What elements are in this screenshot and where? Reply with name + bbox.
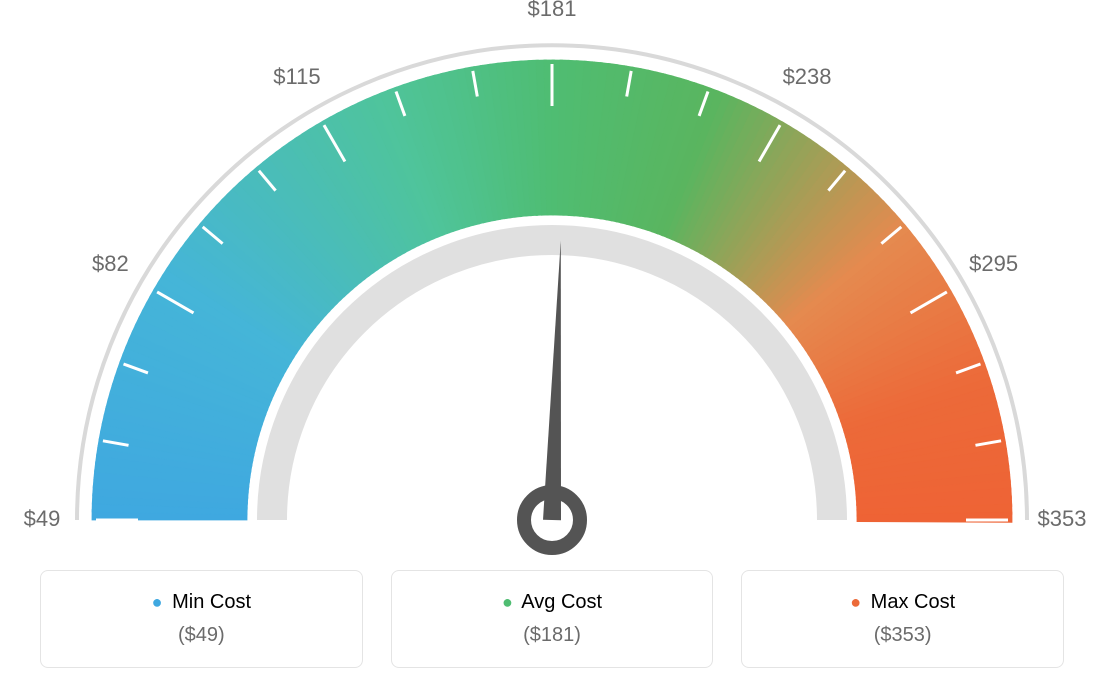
tick-label: $181 [528,0,577,21]
legend-label-avg: Avg Cost [521,591,602,613]
legend-dot-avg: ● [502,592,513,612]
legend-title-avg: ● Avg Cost [408,591,697,614]
gauge-chart: $49 $82 $115 $181 $238 $295 $353 [0,0,1104,560]
legend-value-avg: ($181) [408,624,697,647]
legend-card-avg: ● Avg Cost ($181) [391,570,714,668]
legend-value-max: ($353) [758,624,1047,647]
legend-dot-max: ● [850,592,861,612]
tick-label: $82 [92,251,129,276]
legend-card-max: ● Max Cost ($353) [741,570,1064,668]
legend-card-min: ● Min Cost ($49) [40,570,363,668]
legend-title-max: ● Max Cost [758,591,1047,614]
tick-label: $115 [273,64,320,89]
gauge-needle [543,240,561,520]
tick-label: $49 [24,506,61,531]
legend-row: ● Min Cost ($49) ● Avg Cost ($181) ● Max… [0,570,1104,668]
legend-title-min: ● Min Cost [57,591,346,614]
tick-label: $353 [1038,506,1087,531]
legend-dot-min: ● [152,592,163,612]
tick-label: $238 [783,64,832,89]
legend-label-max: Max Cost [871,591,955,613]
legend-value-min: ($49) [57,624,346,647]
gauge-svg: $49 $82 $115 $181 $238 $295 $353 [0,0,1104,560]
legend-label-min: Min Cost [172,591,251,613]
tick-label: $295 [969,251,1018,276]
